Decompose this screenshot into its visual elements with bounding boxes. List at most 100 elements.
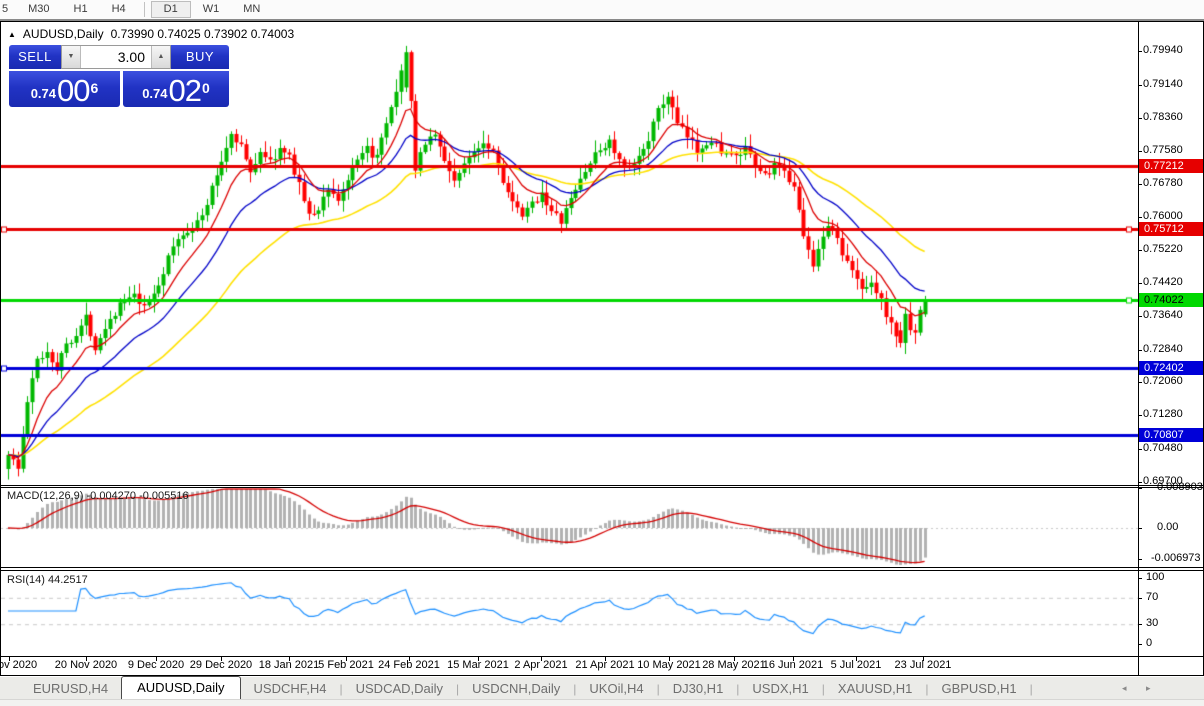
date-axis-tick bbox=[346, 656, 347, 661]
price-axis-tick bbox=[1138, 382, 1142, 384]
buy-button-label: BUY bbox=[185, 49, 215, 64]
price-axis-label: 0.72060 bbox=[1143, 375, 1183, 388]
date-axis-label: 15 Mar 2021 bbox=[447, 659, 509, 671]
date-axis-label: 24 Feb 2021 bbox=[378, 659, 440, 671]
date-axis-label: 5 Jul 2021 bbox=[830, 659, 882, 671]
timeframe-button-m30[interactable]: M30 bbox=[28, 3, 50, 15]
rsi-pane-canvas[interactable] bbox=[1, 571, 1139, 657]
price-axis-tick bbox=[1138, 84, 1142, 86]
rsi-axis-label: 0 bbox=[1146, 637, 1153, 649]
date-axis-tick bbox=[856, 656, 857, 661]
price-axis-label: 0.78360 bbox=[1143, 110, 1183, 123]
price-level-tag: 0.77212 bbox=[1139, 158, 1203, 173]
tab-separator: | bbox=[736, 682, 740, 696]
volume-input[interactable]: 3.00 bbox=[117, 49, 145, 65]
rsi-axis-tick bbox=[1138, 644, 1142, 645]
tab-separator: | bbox=[456, 682, 460, 696]
date-axis-label: 2 Nov 2020 bbox=[0, 659, 38, 671]
volume-increase-button[interactable]: ▲ bbox=[151, 46, 170, 68]
date-axis-label: 18 Jan 2021 bbox=[258, 659, 320, 671]
price-axis-label: 0.77580 bbox=[1143, 143, 1183, 156]
date-axis-tick bbox=[793, 656, 794, 661]
ask-price-big: 02 bbox=[168, 73, 202, 108]
chart-tab-dj30[interactable]: DJ30,H1 bbox=[672, 681, 724, 696]
date-axis-tick bbox=[605, 656, 606, 661]
macd-pane-canvas[interactable] bbox=[1, 487, 1139, 567]
price-axis-tick bbox=[1138, 349, 1142, 351]
pane-separator[interactable] bbox=[1, 485, 1203, 486]
price-axis-label: 0.75220 bbox=[1143, 242, 1183, 255]
price-axis-tick bbox=[1138, 283, 1142, 285]
tab-separator: | bbox=[1029, 682, 1033, 696]
sell-button-label: SELL bbox=[18, 49, 52, 64]
date-axis-tick bbox=[734, 656, 735, 661]
timeframe-button-w1[interactable]: W1 bbox=[202, 3, 220, 15]
macd-axis-label: -0.006973 bbox=[1151, 551, 1201, 564]
rsi-label: RSI(14) 44.2517 bbox=[7, 574, 88, 586]
buy-price-button[interactable]: 0.74 02 0 bbox=[123, 71, 229, 107]
pane-separator bbox=[1, 570, 1203, 571]
toolbar-separator bbox=[143, 2, 145, 17]
tab-separator: | bbox=[821, 682, 825, 696]
price-axis-label: 0.73640 bbox=[1143, 309, 1183, 322]
price-axis-label: 0.70480 bbox=[1143, 441, 1183, 454]
date-axis-tick bbox=[541, 656, 542, 661]
price-axis-tick bbox=[1138, 216, 1142, 218]
pane-separator[interactable] bbox=[1, 567, 1203, 568]
chart-symbol-label: AUDUSD,Daily bbox=[22, 27, 104, 41]
chart-tab-usdx[interactable]: USDX,H1 bbox=[752, 681, 809, 696]
timeframe-button-5[interactable]: 5 bbox=[2, 3, 9, 15]
timeframe-button-h1[interactable]: H1 bbox=[73, 3, 88, 15]
timeframe-button-mn[interactable]: MN bbox=[243, 3, 261, 15]
chart-tab-eurusd[interactable]: EURUSD,H4 bbox=[33, 681, 109, 696]
tab-separator: | bbox=[656, 682, 660, 696]
timeframe-button-d1[interactable]: D1 bbox=[150, 1, 191, 18]
chart-tab-usdchf[interactable]: USDCHF,H4 bbox=[253, 681, 327, 696]
date-axis-tick bbox=[669, 656, 670, 661]
buy-button[interactable]: BUY bbox=[171, 45, 229, 69]
price-axis-tick bbox=[1138, 150, 1142, 152]
bid-price-pip: 6 bbox=[90, 80, 99, 96]
timeframe-button-h4[interactable]: H4 bbox=[111, 3, 126, 15]
date-axis-tick bbox=[9, 656, 10, 661]
price-axis-label: 0.74420 bbox=[1143, 276, 1183, 289]
macd-axis-label: 0.008903 bbox=[1157, 481, 1203, 494]
pane-separator bbox=[1, 656, 1203, 657]
tab-separator: | bbox=[339, 682, 343, 696]
tab-scroll-left-icon[interactable]: ◂ bbox=[1122, 683, 1127, 693]
chart-tab-audusd[interactable]: AUDUSD,Daily bbox=[121, 676, 241, 699]
macd-label: MACD(12,26,9) -0.004270 -0.005516 bbox=[7, 490, 189, 502]
timeframe-toolbar: 5 M30 H1 H4 D1 W1 MN bbox=[0, 0, 1204, 21]
rsi-axis-label: 30 bbox=[1146, 617, 1159, 630]
sell-button[interactable]: SELL bbox=[9, 45, 61, 69]
rsi-axis-tick bbox=[1138, 598, 1142, 599]
ask-price-pip: 0 bbox=[202, 80, 210, 96]
macd-axis-tick bbox=[1138, 559, 1142, 560]
chart-tab-xauusd[interactable]: XAUUSD,H1 bbox=[837, 681, 913, 696]
price-axis-tick bbox=[1138, 117, 1142, 119]
chart-tab-usdcad[interactable]: USDCAD,Daily bbox=[355, 681, 444, 696]
chart-title: ▲ AUDUSD,Daily 0.73990 0.74025 0.73902 0… bbox=[8, 27, 294, 41]
date-axis-label: 10 May 2021 bbox=[637, 659, 701, 671]
collapse-arrow-icon[interactable]: ▲ bbox=[8, 29, 16, 39]
volume-decrease-button[interactable]: ▼ bbox=[62, 46, 81, 68]
macd-axis-label: 0.00 bbox=[1157, 521, 1179, 533]
price-axis-label: 0.76000 bbox=[1143, 209, 1183, 222]
price-axis-tick bbox=[1138, 481, 1142, 483]
chart-tab-gbpusd[interactable]: GBPUSD,H1 bbox=[941, 681, 1017, 696]
date-axis-label: 29 Dec 2020 bbox=[189, 659, 253, 671]
price-level-tag: 0.75712 bbox=[1139, 221, 1203, 236]
date-axis-label: 5 Feb 2021 bbox=[318, 659, 374, 671]
price-level-tag: 0.70807 bbox=[1139, 428, 1203, 443]
rsi-axis-tick bbox=[1138, 578, 1142, 579]
chart-tab-ukoil[interactable]: UKOil,H4 bbox=[589, 681, 644, 696]
price-axis-tick bbox=[1138, 316, 1142, 318]
date-axis-tick bbox=[156, 656, 157, 661]
tab-scroll-right-icon[interactable]: ▸ bbox=[1146, 683, 1151, 693]
sell-price-button[interactable]: 0.74 00 6 bbox=[9, 71, 120, 107]
price-axis-label: 0.79140 bbox=[1143, 77, 1183, 90]
rsi-axis-label: 100 bbox=[1146, 571, 1165, 583]
price-axis-label: 0.72840 bbox=[1143, 342, 1183, 355]
pane-separator bbox=[1, 487, 1203, 488]
chart-tab-usdcnh[interactable]: USDCNH,Daily bbox=[472, 681, 561, 696]
